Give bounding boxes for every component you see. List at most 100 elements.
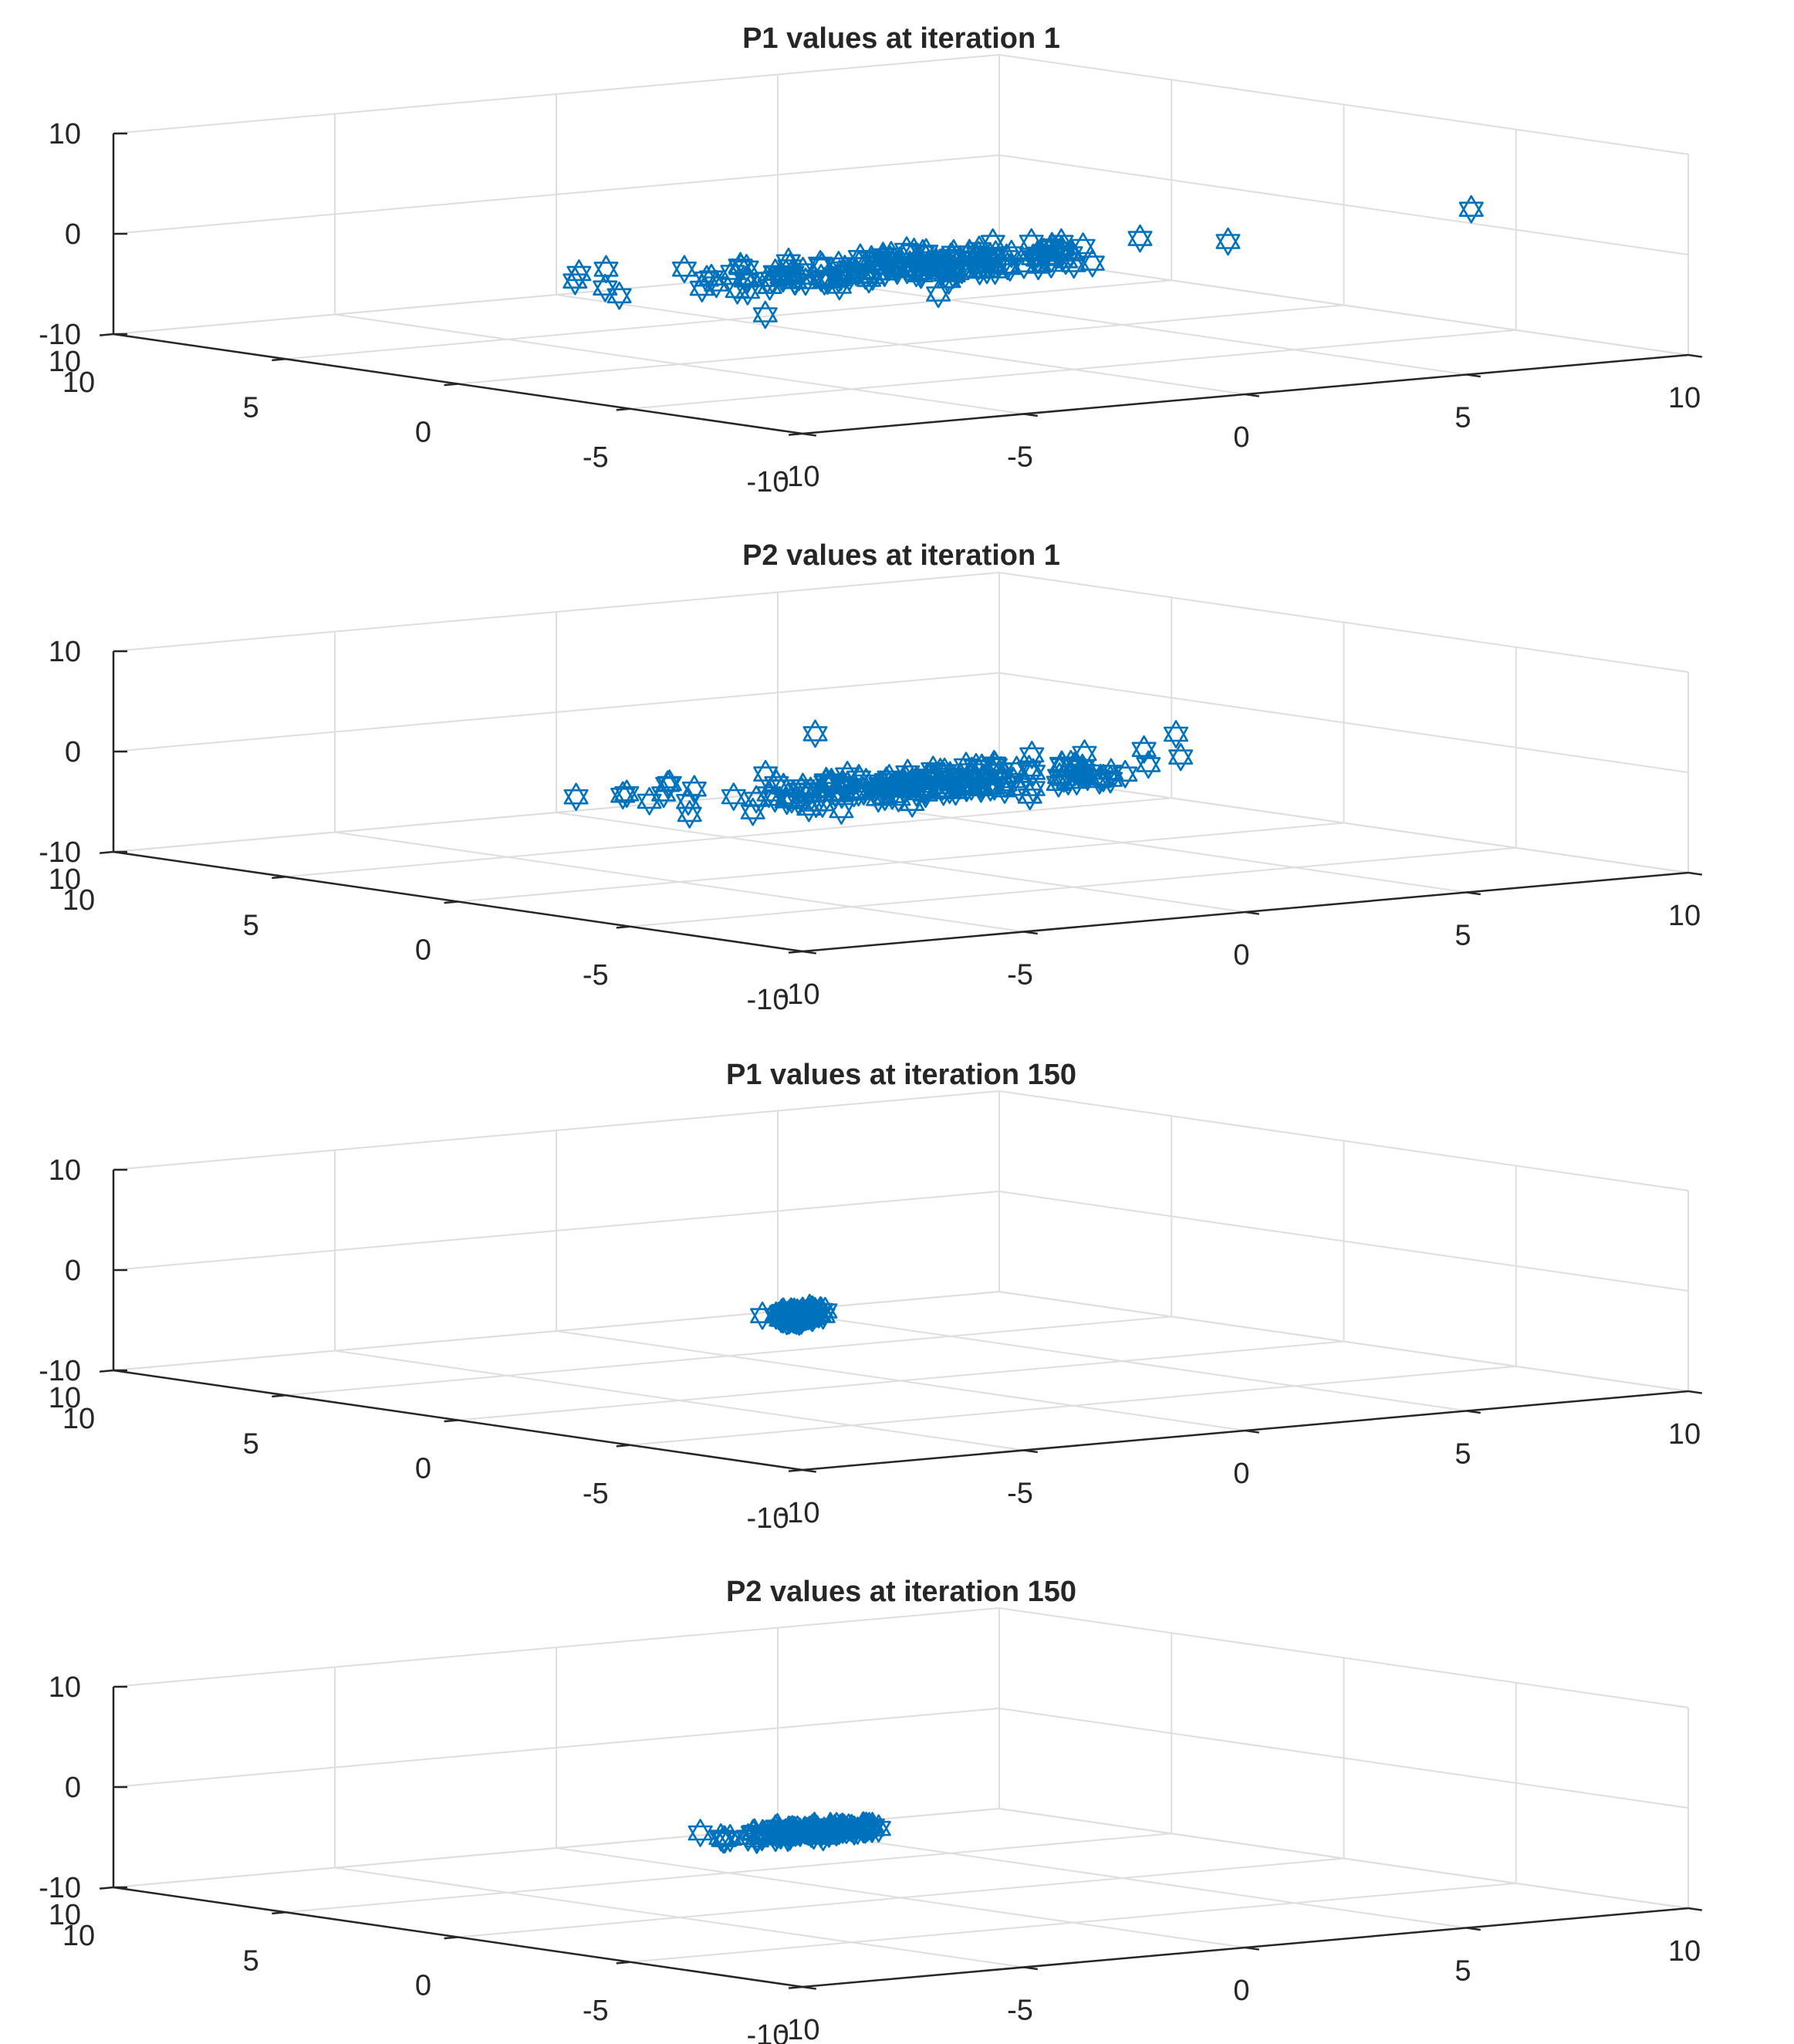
x-tick-label: 0 (1233, 939, 1249, 971)
z-tick-label: 10 (49, 636, 81, 668)
y-tick-label: -10 (747, 2019, 789, 2044)
data-point (677, 800, 702, 829)
data-point (967, 257, 992, 285)
chart-title: P1 values at iteration 1 (742, 22, 1060, 55)
z-tick-label: -10 (39, 1872, 81, 1904)
data-point (671, 255, 697, 284)
wall-grid-line (998, 1291, 1689, 1392)
floor-grid-line (630, 329, 1516, 410)
y-tick-label: -5 (583, 1478, 609, 1510)
y-tick-label: 5 (243, 1944, 259, 1977)
data-point (1168, 742, 1194, 772)
x-tick (1688, 871, 1702, 876)
wall-grid-line (998, 1191, 1689, 1292)
x-tick-label: 5 (1454, 402, 1471, 434)
data-point (606, 282, 632, 310)
x-tick-label: -5 (1007, 441, 1033, 474)
data-point (1049, 228, 1074, 257)
data-point (593, 255, 619, 284)
y-tick-label: 10 (63, 1403, 95, 1435)
data-point (790, 772, 816, 802)
x-tick (1466, 1927, 1481, 1931)
y-tick-label: 10 (63, 367, 95, 399)
y-tick (788, 1468, 803, 1472)
data-points (688, 1811, 891, 1854)
y-tick-label: -5 (583, 441, 609, 474)
x-tick-label: 5 (1454, 1955, 1471, 1988)
data-point (872, 782, 897, 811)
y-tick-label: 10 (49, 1382, 81, 1414)
chart-title: P2 values at iteration 1 (742, 539, 1060, 572)
y-tick (444, 900, 458, 904)
y-tick-label: 10 (49, 1899, 81, 1931)
data-point (744, 785, 769, 814)
wall-grid-line (998, 1090, 1689, 1191)
data-point (988, 756, 1014, 785)
y-tick-label: -10 (747, 466, 789, 498)
data-point (802, 719, 828, 748)
y-tick (99, 1886, 114, 1890)
data-point (711, 1825, 736, 1854)
floor-grid-line (458, 1857, 1344, 1938)
data-point (688, 1819, 713, 1847)
y-tick (272, 876, 286, 880)
y-tick-label: 10 (63, 1920, 95, 1952)
y-tick (272, 1911, 286, 1915)
y-tick (616, 407, 630, 411)
floor-grid-line (630, 1365, 1516, 1446)
y-tick (444, 1936, 458, 1940)
x-tick (802, 432, 816, 437)
data-point (750, 1819, 775, 1848)
wall-grid-line (113, 154, 1000, 235)
data-point (975, 255, 999, 285)
y-tick (788, 950, 803, 954)
data-point (1021, 758, 1046, 787)
z-tick-label: 0 (65, 218, 81, 251)
wall-grid-line (998, 1808, 1689, 1909)
data-point (809, 779, 834, 809)
y-tick (444, 1419, 458, 1423)
x-tick-label: 0 (1233, 1458, 1249, 1490)
wall-grid-line (998, 1708, 1689, 1809)
y-tick (444, 383, 458, 387)
y-tick-label: -10 (747, 984, 789, 1016)
data-point (863, 248, 888, 277)
floor-grid-line (458, 822, 1344, 903)
data-point (752, 300, 778, 329)
data-point (978, 773, 1003, 802)
floor-grid-line (630, 846, 1516, 927)
x-tick-label: 10 (1668, 1418, 1701, 1451)
y-tick-label: 0 (415, 1453, 431, 1485)
x-tick-label: -10 (778, 1497, 820, 1529)
z-tick-label: 0 (65, 1255, 81, 1287)
x-tick-label: 10 (1668, 382, 1701, 414)
data-point (566, 259, 592, 288)
x-axis-line (802, 353, 1689, 435)
x-tick-label: -10 (778, 2014, 820, 2044)
data-point (1025, 240, 1050, 269)
data-point (1458, 194, 1484, 224)
x-tick (1466, 1410, 1481, 1414)
y-tick (616, 925, 630, 929)
data-point (1070, 232, 1096, 261)
floor-grid-line (285, 1833, 1172, 1914)
data-point (1056, 767, 1081, 796)
y-tick-label: 10 (49, 346, 81, 378)
x-tick (1466, 891, 1481, 896)
data-point (1088, 763, 1113, 792)
x-tick (1688, 1390, 1702, 1394)
data-point (735, 265, 760, 295)
x-tick-label: 10 (1668, 900, 1701, 932)
data-points (563, 194, 1484, 329)
data-point (829, 780, 854, 809)
data-point (828, 262, 853, 292)
wall-grid-line (998, 54, 1689, 155)
data-point (637, 787, 662, 816)
floor-grid-line (630, 1882, 1516, 1963)
data-point (997, 253, 1022, 282)
wall-grid-line (998, 772, 1689, 873)
